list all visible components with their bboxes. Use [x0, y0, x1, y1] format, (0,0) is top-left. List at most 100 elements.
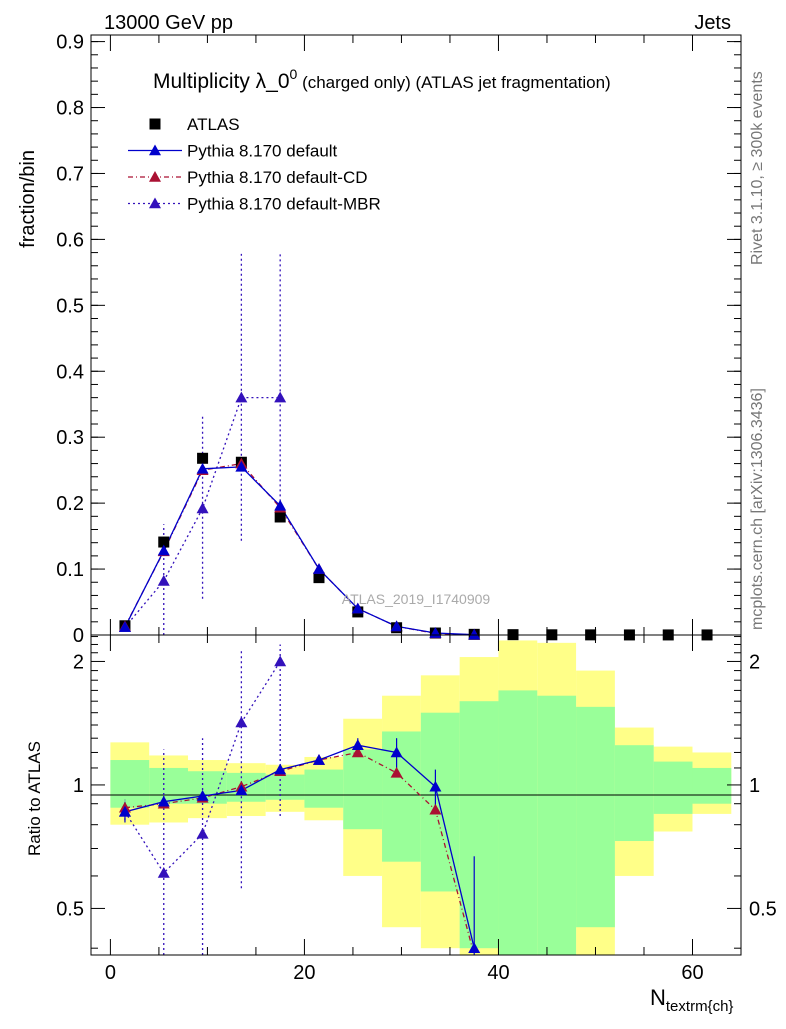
ratio-y-label: Ratio to ATLAS [25, 741, 44, 856]
x-tick-label: 40 [487, 962, 509, 984]
ratio-default-point [196, 789, 209, 801]
main-y-tick-label: 0.2 [56, 493, 84, 515]
series-line-mbr [124, 396, 281, 628]
ratio-cd-point [429, 803, 442, 815]
default-point [235, 460, 248, 472]
ratio-default-point [390, 746, 403, 758]
ratio-band-green [692, 767, 732, 804]
ratio-y-tick-label: 2 [73, 651, 84, 673]
main-y-tick-label: 0.3 [56, 427, 84, 449]
legend: ATLAS Pythia 8.170 default Pythia 8.170 de… [128, 115, 381, 214]
header-right: Jets [694, 12, 731, 34]
main-y-tick-label: 0 [73, 625, 84, 647]
legend-marker-atlas [149, 118, 161, 130]
ratio-mbr-point [235, 716, 248, 728]
x-axis-label: Ntextrm{ch} [650, 985, 733, 1015]
default-point [196, 462, 209, 474]
chart-title: Multiplicity λ_00 (charged only) (ATLAS … [153, 66, 611, 93]
mbr-point [274, 391, 287, 403]
ratio-band-green [188, 771, 227, 804]
main-y-label: fraction/bin [17, 150, 39, 248]
ratio-default-point [312, 754, 325, 765]
main-y-tick-label: 0.8 [56, 98, 84, 120]
ratio-y-tick-label-right: 0.5 [749, 898, 777, 920]
default-point [468, 628, 481, 640]
ratio-band-green [498, 690, 538, 955]
mbr-point [157, 574, 170, 586]
ratio-y-tick-label-right: 2 [749, 651, 760, 673]
legend-entry-label: ATLAS [187, 115, 240, 134]
header-left: 13000 GeV pp [104, 12, 233, 34]
ratio-band-green [304, 769, 344, 808]
chart-title-rest: (charged only) (ATLAS jet fragmentation) [297, 73, 610, 92]
main-data-layer [118, 253, 713, 641]
ratio-y-tick-label: 0.5 [56, 898, 84, 920]
ratio-band-green [343, 749, 383, 830]
x-tick-label: 0 [105, 962, 116, 984]
ratio-data-layer [118, 644, 481, 956]
ratio-y-tick-label: 1 [73, 775, 84, 797]
side-label-rivet: Rivet 3.1.10, ≥ 300k events [749, 71, 766, 265]
ratio-y-tick-label-right: 1 [749, 775, 760, 797]
ratio-mbr-point [274, 655, 287, 667]
default-point [351, 602, 364, 614]
ratio-band-green [537, 695, 577, 955]
series-line-cd [124, 462, 475, 636]
x-tick-label: 60 [681, 962, 703, 984]
ratio-line-default [124, 744, 475, 949]
series-line-default [124, 466, 475, 636]
ratio-default-point [351, 739, 364, 750]
main-y-tick-label: 0.9 [56, 32, 84, 54]
ratio-default-point [118, 805, 131, 817]
ratio-band-green [614, 745, 654, 842]
ratio-band-green [265, 774, 305, 800]
legend-marker [149, 144, 161, 156]
legend-entry-label: Pythia 8.170 default-CD [187, 168, 368, 187]
ratio-mbr-point [157, 867, 170, 878]
atlas-point [274, 511, 286, 523]
ratio-band-green [149, 767, 189, 804]
ratio-default-point [468, 942, 481, 953]
ratio-band-green [576, 706, 615, 928]
legend-entry-label: Pythia 8.170 default [187, 142, 338, 161]
ratio-line-cd [124, 751, 475, 956]
chart-title-main: Multiplicity λ_0 [153, 70, 290, 93]
legend-entry-label: Pythia 8.170 default-MBR [187, 195, 381, 214]
analysis-tag: ATLAS_2019_I1740909 [342, 591, 491, 607]
atlas-point [197, 452, 209, 464]
default-point [118, 621, 131, 632]
x-tick-label: 20 [293, 962, 315, 984]
legend-marker [149, 171, 161, 182]
main-y-tick-label: 0.4 [56, 361, 84, 383]
ratio-band-green [459, 701, 499, 949]
ratio-cd-point [351, 746, 364, 758]
mbr-point [196, 502, 209, 514]
x-axis-label-main: N [650, 985, 666, 1010]
ratio-default-point [157, 795, 170, 807]
default-point [157, 544, 170, 556]
ratio-band-green [382, 731, 421, 862]
x-axis-label-sub: textrm{ch} [666, 998, 734, 1015]
ratio-band-green [110, 760, 150, 808]
ratio-band-green [653, 761, 693, 814]
ratio-default-point [274, 763, 287, 775]
atlas-point [313, 572, 325, 584]
x-axis-labels: 0 20 40 60 [105, 962, 704, 984]
chart-title-sup: 0 [290, 66, 298, 82]
ratio-bands-layer [110, 640, 732, 955]
default-point [312, 563, 325, 574]
main-y-tick-label: 0.5 [56, 295, 84, 317]
main-y-tick-label: 0.1 [56, 559, 84, 581]
main-y-tick-label: 0.7 [56, 163, 84, 185]
atlas-point [158, 536, 170, 548]
ratio-default-point [429, 780, 442, 792]
ratio-panel: 0.5 0.5 1 1 2 2 [56, 634, 777, 956]
main-y-tick-label: 0.6 [56, 229, 84, 251]
main-panel: 0 0.1 0.2 0.3 0.4 0.5 0.6 0.7 0.8 0.9 ATLAS_2019_… [56, 32, 742, 647]
ratio-default-point [235, 784, 248, 796]
default-point [390, 620, 403, 632]
mbr-point [235, 391, 248, 403]
default-point [274, 499, 287, 511]
side-label-mcplots: mcplots.cern.ch [arXiv:1306.3436] [749, 388, 766, 630]
